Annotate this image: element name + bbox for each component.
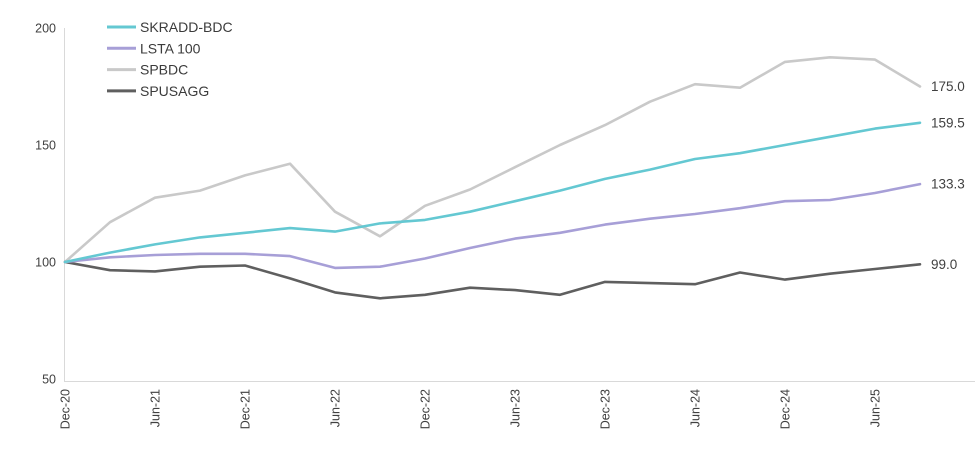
- x-tick-label: Dec-20: [59, 389, 73, 429]
- x-tick-label: Jun-22: [329, 389, 343, 427]
- series-line-spusagg: [63, 260, 922, 300]
- x-tick-label: Dec-22: [419, 389, 433, 429]
- x-tick-label: Dec-23: [599, 389, 613, 429]
- series-line-lsta-100: [63, 182, 922, 270]
- series-end-value-label: 133.3: [931, 177, 965, 192]
- x-tick-label: Dec-24: [779, 389, 793, 429]
- x-tick-label: Jun-25: [869, 389, 883, 427]
- legend-label-spusagg: SPUSAGG: [140, 83, 209, 99]
- series-end-value-label: 159.5: [931, 115, 965, 130]
- x-tick-label: Jun-23: [509, 389, 523, 427]
- legend-label-lsta-100: LSTA 100: [140, 40, 201, 56]
- legend-label-skradd-bdc: SKRADD-BDC: [140, 19, 233, 35]
- y-tick-label: 200: [35, 22, 56, 36]
- legend-label-spbdc: SPBDC: [140, 62, 188, 78]
- x-tick-label: Jun-21: [149, 389, 163, 427]
- y-tick-label: 150: [35, 139, 56, 153]
- y-tick-label: 50: [42, 373, 56, 387]
- y-tick-label: 100: [35, 256, 56, 270]
- axis-lines: [64, 28, 975, 382]
- series-end-value-label: 175.0: [931, 79, 965, 94]
- x-tick-label: Jun-24: [689, 389, 703, 427]
- series-line-skradd-bdc: [63, 121, 922, 264]
- series-line-spbdc: [63, 55, 922, 264]
- x-tick-label: Dec-21: [239, 389, 253, 429]
- series-end-value-label: 99.0: [931, 257, 957, 272]
